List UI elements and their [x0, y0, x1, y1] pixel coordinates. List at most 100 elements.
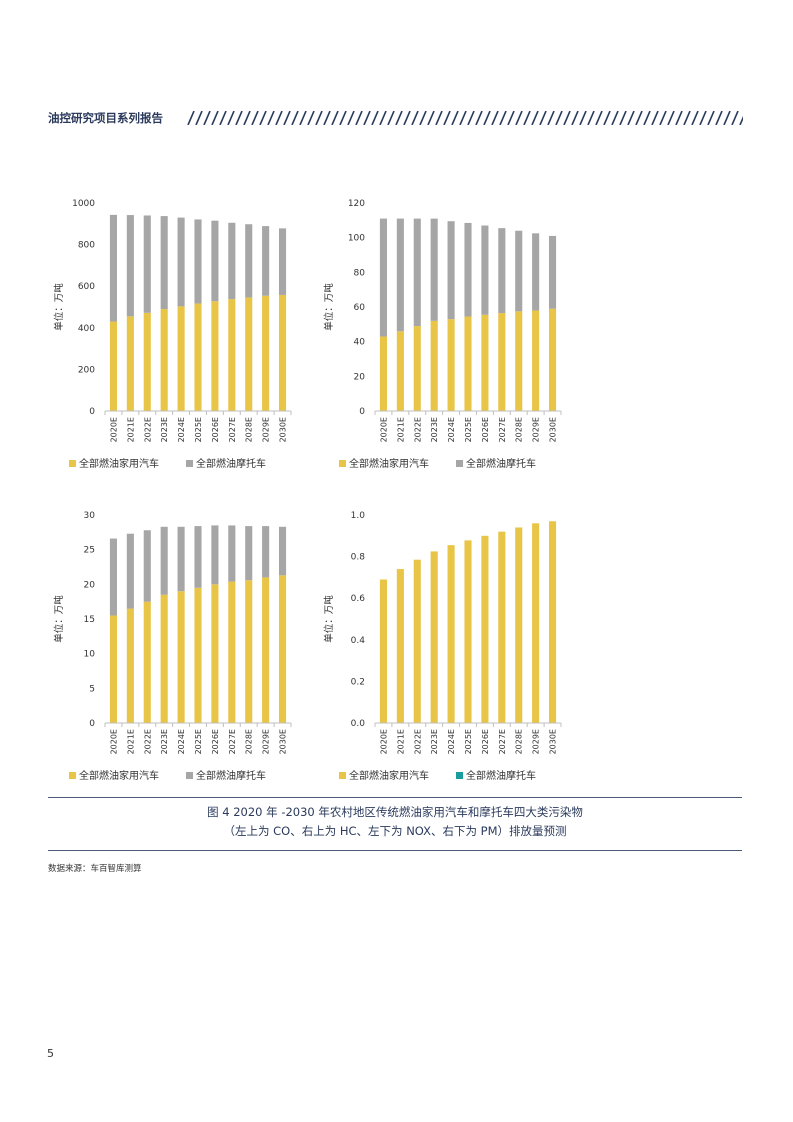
chart2-x-category-label: 2028E	[515, 417, 524, 442]
chart4-car-bar	[464, 540, 472, 723]
chart3-x-category-label: 2022E	[143, 729, 152, 754]
figure-caption-line1: 图 4 2020 年 -2030 年农村地区传统燃油家用汽车和摩托车四大类污染物	[207, 805, 583, 819]
chart4-y-axis-title: 单位：万吨	[323, 595, 335, 643]
chart4-car-bar	[515, 527, 523, 723]
chart2-legend-swatch-motorcycle	[456, 460, 463, 467]
chart4-y-tick-label: 0.8	[351, 553, 366, 563]
chart4-y-tick-label: 1.0	[351, 511, 366, 521]
chart3-y-axis-title: 单位：万吨	[53, 595, 65, 643]
chart1-legend-label-motorcycle: 全部燃油摩托车	[196, 457, 266, 470]
header-hatch-decoration	[187, 111, 743, 125]
chart1-motorcycle-bar	[262, 226, 270, 296]
chart3-x-category-label: 2027E	[228, 729, 237, 754]
chart1-motorcycle-bar	[177, 217, 185, 307]
chart1-x-category-label: 2023E	[160, 417, 169, 442]
chart3-y-tick-label: 25	[84, 546, 95, 556]
chart3-car-bar	[160, 594, 168, 723]
chart3-y-tick-label: 30	[84, 511, 96, 521]
chart1-y-axis-title: 单位：万吨	[53, 283, 65, 331]
chart2-x-category-label: 2026E	[481, 417, 490, 442]
chart2-motorcycle-bar	[447, 221, 455, 320]
chart4-x-category-label: 2027E	[498, 729, 507, 754]
chart1-x-category-label: 2030E	[279, 417, 288, 442]
chart1-motorcycle-bar	[109, 214, 117, 322]
chart3-x-category-label: 2023E	[160, 729, 169, 754]
chart1-car-bar	[109, 321, 117, 411]
chart1-legend-swatch-car	[69, 460, 76, 467]
chart1-car-bar	[126, 316, 134, 411]
chart2-legend-label-motorcycle: 全部燃油摩托车	[466, 457, 536, 470]
chart4-car-bar	[548, 521, 557, 723]
chart1-y-tick-label: 200	[78, 365, 95, 375]
chart1-car-bar	[177, 306, 185, 411]
chart3-legend-swatch-motorcycle	[186, 772, 193, 779]
chart2-y-tick-label: 60	[354, 303, 366, 313]
chart4-x-category-label: 2024E	[447, 729, 456, 754]
chart3-motorcycle-bar	[109, 538, 117, 616]
chart2-motorcycle-bar	[379, 218, 387, 337]
chart2-motorcycle-bar	[430, 218, 438, 321]
chart3-car-bar	[143, 601, 151, 723]
chart2-car-bar	[430, 320, 438, 411]
chart3-motorcycle-bar	[143, 530, 151, 602]
chart2-y-tick-label: 20	[354, 372, 366, 382]
chart2-x-category-label: 2025E	[464, 417, 473, 442]
chart2-car-bar	[379, 336, 387, 411]
chart1-x-category-label: 2024E	[177, 417, 186, 442]
chart1-motorcycle-bar	[160, 216, 168, 310]
chart2-y-tick-label: 100	[348, 234, 365, 244]
chart3-x-category-label: 2029E	[262, 729, 271, 754]
chart3-car-bar	[177, 591, 185, 723]
chart4-x-category-label: 2030E	[549, 729, 558, 754]
chart1-x-category-label: 2026E	[211, 417, 220, 442]
chart3-car-bar	[228, 581, 236, 723]
chart4-x-category-label: 2023E	[430, 729, 439, 754]
chart3-y-tick-label: 10	[84, 650, 96, 660]
chart1-legend-label-car: 全部燃油家用汽车	[79, 457, 159, 470]
chart2-motorcycle-bar	[413, 218, 421, 327]
chart2-x-category-label: 2023E	[430, 417, 439, 442]
chart3-x-category-label: 2020E	[109, 729, 118, 754]
chart1-car-bar	[211, 301, 219, 411]
chart2-y-tick-label: 40	[354, 338, 366, 348]
chart2-car-bar	[515, 311, 523, 411]
chart3-legend-label-car: 全部燃油家用汽车	[79, 769, 159, 782]
chart1-car-bar	[194, 303, 202, 411]
chart2-x-category-label: 2029E	[532, 417, 541, 442]
chart3-car-bar	[278, 575, 287, 723]
chart2-car-bar	[498, 313, 506, 411]
chart4-y-tick-label: 0.2	[351, 677, 365, 687]
chart2-x-category-label: 2020E	[379, 417, 388, 442]
page-number: 5	[47, 1047, 54, 1060]
chart2-y-tick-label: 80	[354, 268, 366, 278]
chart4-y-tick-label: 0.6	[351, 594, 366, 604]
chart4-legend-label-motorcycle: 全部燃油摩托车	[466, 769, 536, 782]
chart1-y-tick-label: 800	[78, 241, 95, 251]
chart2-motorcycle-bar	[396, 218, 404, 332]
chart4-x-category-label: 2022E	[413, 729, 422, 754]
chart4-x-category-label: 2026E	[481, 729, 490, 754]
figure-caption-line2: （左上为 CO、右上为 HC、左下为 NOX、右下为 PM）排放量预测	[223, 824, 567, 838]
co-emission-chart: 0 200 400 600 800 1000 单位：万吨 2020E 2021E 2022E 202…	[53, 199, 292, 470]
chart2-car-bar	[548, 308, 557, 411]
chart1-legend-swatch-motorcycle	[186, 460, 193, 467]
figure-caption: 图 4 2020 年 -2030 年农村地区传统燃油家用汽车和摩托车四大类污染物…	[48, 803, 742, 841]
chart2-motorcycle-bar	[532, 233, 540, 311]
chart3-x-category-label: 2025E	[194, 729, 203, 754]
chart3-legend-label-motorcycle: 全部燃油摩托车	[196, 769, 266, 782]
chart1-y-tick-label: 0	[89, 407, 95, 417]
chart4-car-bar	[396, 569, 404, 723]
chart1-car-bar	[143, 312, 151, 411]
report-series-title: 油控研究项目系列报告	[48, 111, 163, 125]
nox-emission-chart: 0 5 10 15 20 25 30 单位：万吨 2020E 2021E 2022E 2023E 202…	[53, 511, 292, 782]
chart4-car-bar	[447, 545, 455, 723]
chart4-car-bar	[532, 523, 540, 723]
chart1-motorcycle-bar	[211, 220, 219, 302]
chart4-car-bar	[379, 579, 387, 723]
chart3-motorcycle-bar	[278, 526, 287, 576]
chart3-y-tick-label: 0	[89, 719, 95, 729]
chart1-x-category-label: 2027E	[228, 417, 237, 442]
chart3-car-bar	[126, 608, 134, 723]
chart3-motorcycle-bar	[194, 526, 202, 588]
hc-emission-chart: 0 20 40 60 80 100 120 单位：万吨 2020E 2021E 2022E 2023E…	[323, 199, 562, 470]
